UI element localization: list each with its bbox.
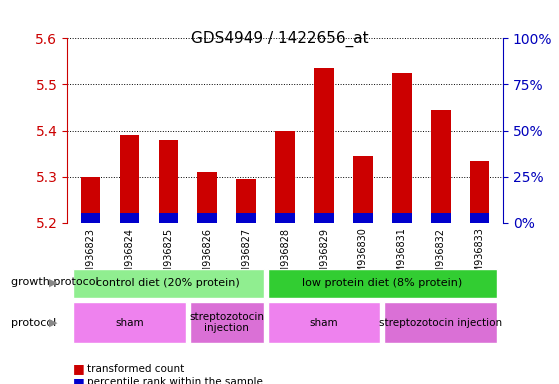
Bar [276,213,295,223]
Text: ▶: ▶ [49,277,58,287]
FancyBboxPatch shape [190,302,264,343]
Text: control diet (20% protein): control diet (20% protein) [96,278,240,288]
Bar [314,68,334,213]
Text: streptozotocin
injection: streptozotocin injection [189,312,264,333]
Bar [120,135,139,213]
FancyBboxPatch shape [268,302,381,343]
Bar [80,177,100,213]
Bar [197,213,217,223]
Bar [353,156,373,213]
Text: protocol: protocol [11,318,56,328]
FancyBboxPatch shape [73,302,186,343]
FancyBboxPatch shape [268,268,498,298]
Text: ■: ■ [73,362,84,375]
Bar [431,110,451,213]
Text: transformed count: transformed count [87,364,184,374]
Bar [159,140,178,213]
Text: ■: ■ [73,376,84,384]
Bar [236,213,256,223]
Text: GDS4949 / 1422656_at: GDS4949 / 1422656_at [191,31,368,47]
Bar [197,172,217,213]
Bar [392,213,411,223]
Text: ▶: ▶ [49,318,58,328]
FancyBboxPatch shape [73,268,264,298]
Text: sham: sham [115,318,144,328]
Text: growth protocol: growth protocol [11,277,99,287]
Bar [80,213,100,223]
Text: percentile rank within the sample: percentile rank within the sample [87,377,263,384]
Text: low protein diet (8% protein): low protein diet (8% protein) [302,278,462,288]
Bar [236,179,256,213]
Bar [120,213,139,223]
Bar [159,213,178,223]
Bar [431,213,451,223]
Bar [276,131,295,213]
Bar [470,161,490,213]
Bar [314,213,334,223]
Bar [353,213,373,223]
Bar [470,213,490,223]
Bar [392,73,411,213]
Text: streptozotocin injection: streptozotocin injection [379,318,503,328]
FancyBboxPatch shape [385,302,498,343]
Text: sham: sham [310,318,338,328]
